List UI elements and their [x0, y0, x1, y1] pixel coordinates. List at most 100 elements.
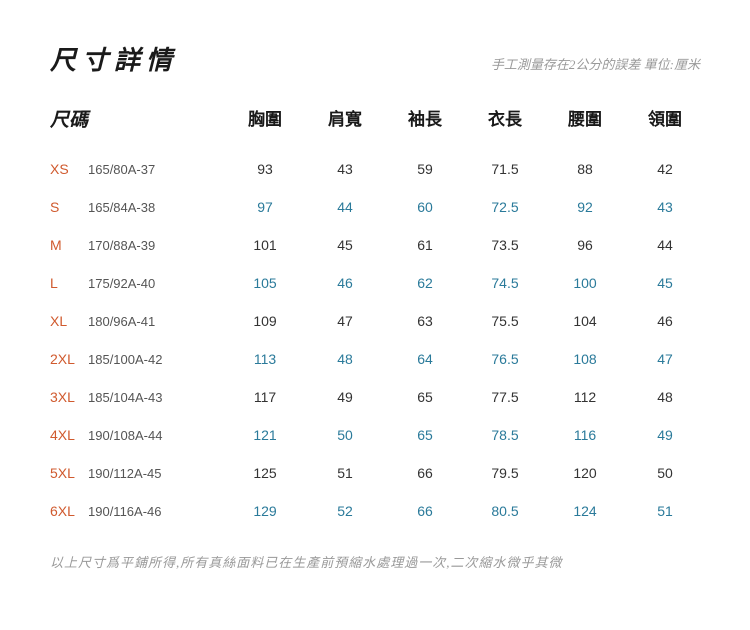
measurement-value: 61: [385, 237, 465, 253]
measurement-value: 48: [305, 351, 385, 367]
measurement-value: 93: [225, 161, 305, 177]
measurement-value: 112: [545, 389, 625, 405]
measurement-value: 73.5: [465, 237, 545, 253]
measurement-value: 47: [305, 313, 385, 329]
measurement-value: 116: [545, 427, 625, 443]
measurement-value: 77.5: [465, 389, 545, 405]
measurement-value: 45: [305, 237, 385, 253]
measurement-note: 手工測量存在2公分的誤差 單位:厘米: [491, 54, 700, 73]
size-code: XL: [50, 313, 80, 329]
measurement-value: 117: [225, 389, 305, 405]
measurement-value: 49: [625, 427, 705, 443]
size-spec: 175/92A-40: [88, 276, 155, 291]
measurement-value: 105: [225, 275, 305, 291]
size-code: S: [50, 199, 80, 215]
measurement-value: 45: [625, 275, 705, 291]
measurement-value: 113: [225, 351, 305, 367]
measurement-value: 52: [305, 503, 385, 519]
size-code: 5XL: [50, 465, 80, 481]
measurement-value: 129: [225, 503, 305, 519]
size-code: 2XL: [50, 351, 80, 367]
measurement-value: 71.5: [465, 161, 545, 177]
measurement-value: 50: [625, 465, 705, 481]
size-spec: 185/104A-43: [88, 390, 162, 405]
measurement-value: 120: [545, 465, 625, 481]
column-header: 胸圍: [225, 105, 305, 132]
measurement-value: 92: [545, 199, 625, 215]
size-cell: 3XL 185/104A-43: [50, 389, 225, 405]
measurement-value: 66: [385, 465, 465, 481]
measurement-value: 124: [545, 503, 625, 519]
table-row: 5XL190/112A-45125516679.512050: [50, 454, 700, 492]
size-code: M: [50, 237, 80, 253]
header: 尺寸詳情 手工測量存在2公分的誤差 單位:厘米: [50, 40, 700, 77]
footer-note: 以上尺寸爲平鋪所得,所有真絲面料已在生產前預縮水處理過一次,二次縮水微乎其微: [50, 552, 700, 571]
measurement-value: 44: [305, 199, 385, 215]
size-spec: 190/108A-44: [88, 428, 162, 443]
measurement-value: 50: [305, 427, 385, 443]
size-code: 4XL: [50, 427, 80, 443]
table-row: 3XL185/104A-43117496577.511248: [50, 378, 700, 416]
size-cell: 6XL 190/116A-46: [50, 503, 225, 519]
table-row: M170/88A-39101456173.59644: [50, 226, 700, 264]
measurement-value: 51: [305, 465, 385, 481]
table-row: 6XL190/116A-46129526680.512451: [50, 492, 700, 530]
size-cell: S165/84A-38: [50, 199, 225, 215]
size-code: L: [50, 275, 80, 291]
size-cell: 5XL190/112A-45: [50, 465, 225, 481]
measurement-value: 48: [625, 389, 705, 405]
table-row: 4XL190/108A-44121506578.511649: [50, 416, 700, 454]
measurement-value: 42: [625, 161, 705, 177]
size-cell: L 175/92A-40: [50, 275, 225, 291]
measurement-value: 49: [305, 389, 385, 405]
measurement-value: 104: [545, 313, 625, 329]
size-code: 3XL: [50, 389, 80, 405]
measurement-value: 108: [545, 351, 625, 367]
measurement-value: 75.5: [465, 313, 545, 329]
measurement-value: 51: [625, 503, 705, 519]
measurement-value: 43: [625, 199, 705, 215]
measurement-value: 66: [385, 503, 465, 519]
column-header: 袖長: [385, 105, 465, 132]
size-spec: 185/100A-42: [88, 352, 162, 367]
table-body: XS165/80A-3793435971.58842S165/84A-38974…: [50, 150, 700, 530]
size-spec: 190/116A-46: [88, 504, 162, 519]
measurement-value: 78.5: [465, 427, 545, 443]
measurement-value: 43: [305, 161, 385, 177]
measurement-value: 125: [225, 465, 305, 481]
measurement-value: 97: [225, 199, 305, 215]
size-table: 尺碼 胸圍 肩寬 袖長 衣長 腰圍 領圍 XS165/80A-379343597…: [50, 105, 700, 530]
measurement-value: 88: [545, 161, 625, 177]
measurement-value: 44: [625, 237, 705, 253]
measurement-value: 65: [385, 389, 465, 405]
measurement-value: 47: [625, 351, 705, 367]
measurement-value: 76.5: [465, 351, 545, 367]
size-cell: M 170/88A-39: [50, 237, 225, 253]
measurement-value: 46: [625, 313, 705, 329]
size-spec: 180/96A-41: [88, 314, 155, 329]
measurement-value: 109: [225, 313, 305, 329]
column-header: 衣長: [465, 105, 545, 132]
table-row: 2XL185/100A-42113486476.510847: [50, 340, 700, 378]
measurement-value: 72.5: [465, 199, 545, 215]
size-cell: 4XL 190/108A-44: [50, 427, 225, 443]
size-column-header: 尺碼: [50, 105, 225, 132]
measurement-value: 79.5: [465, 465, 545, 481]
measurement-value: 62: [385, 275, 465, 291]
measurement-value: 64: [385, 351, 465, 367]
table-header-row: 尺碼 胸圍 肩寬 袖長 衣長 腰圍 領圍: [50, 105, 700, 132]
table-row: S165/84A-3897446072.59243: [50, 188, 700, 226]
size-code: 6XL: [50, 503, 80, 519]
measurement-value: 46: [305, 275, 385, 291]
measurement-value: 63: [385, 313, 465, 329]
table-row: L175/92A-40105466274.510045: [50, 264, 700, 302]
measurement-value: 60: [385, 199, 465, 215]
column-header: 肩寬: [305, 105, 385, 132]
measurement-value: 65: [385, 427, 465, 443]
column-header: 腰圍: [545, 105, 625, 132]
page-title: 尺寸詳情: [50, 40, 178, 77]
table-row: XL180/96A-41109476375.510446: [50, 302, 700, 340]
size-spec: 170/88A-39: [88, 238, 155, 253]
measurement-value: 121: [225, 427, 305, 443]
table-row: XS165/80A-3793435971.58842: [50, 150, 700, 188]
